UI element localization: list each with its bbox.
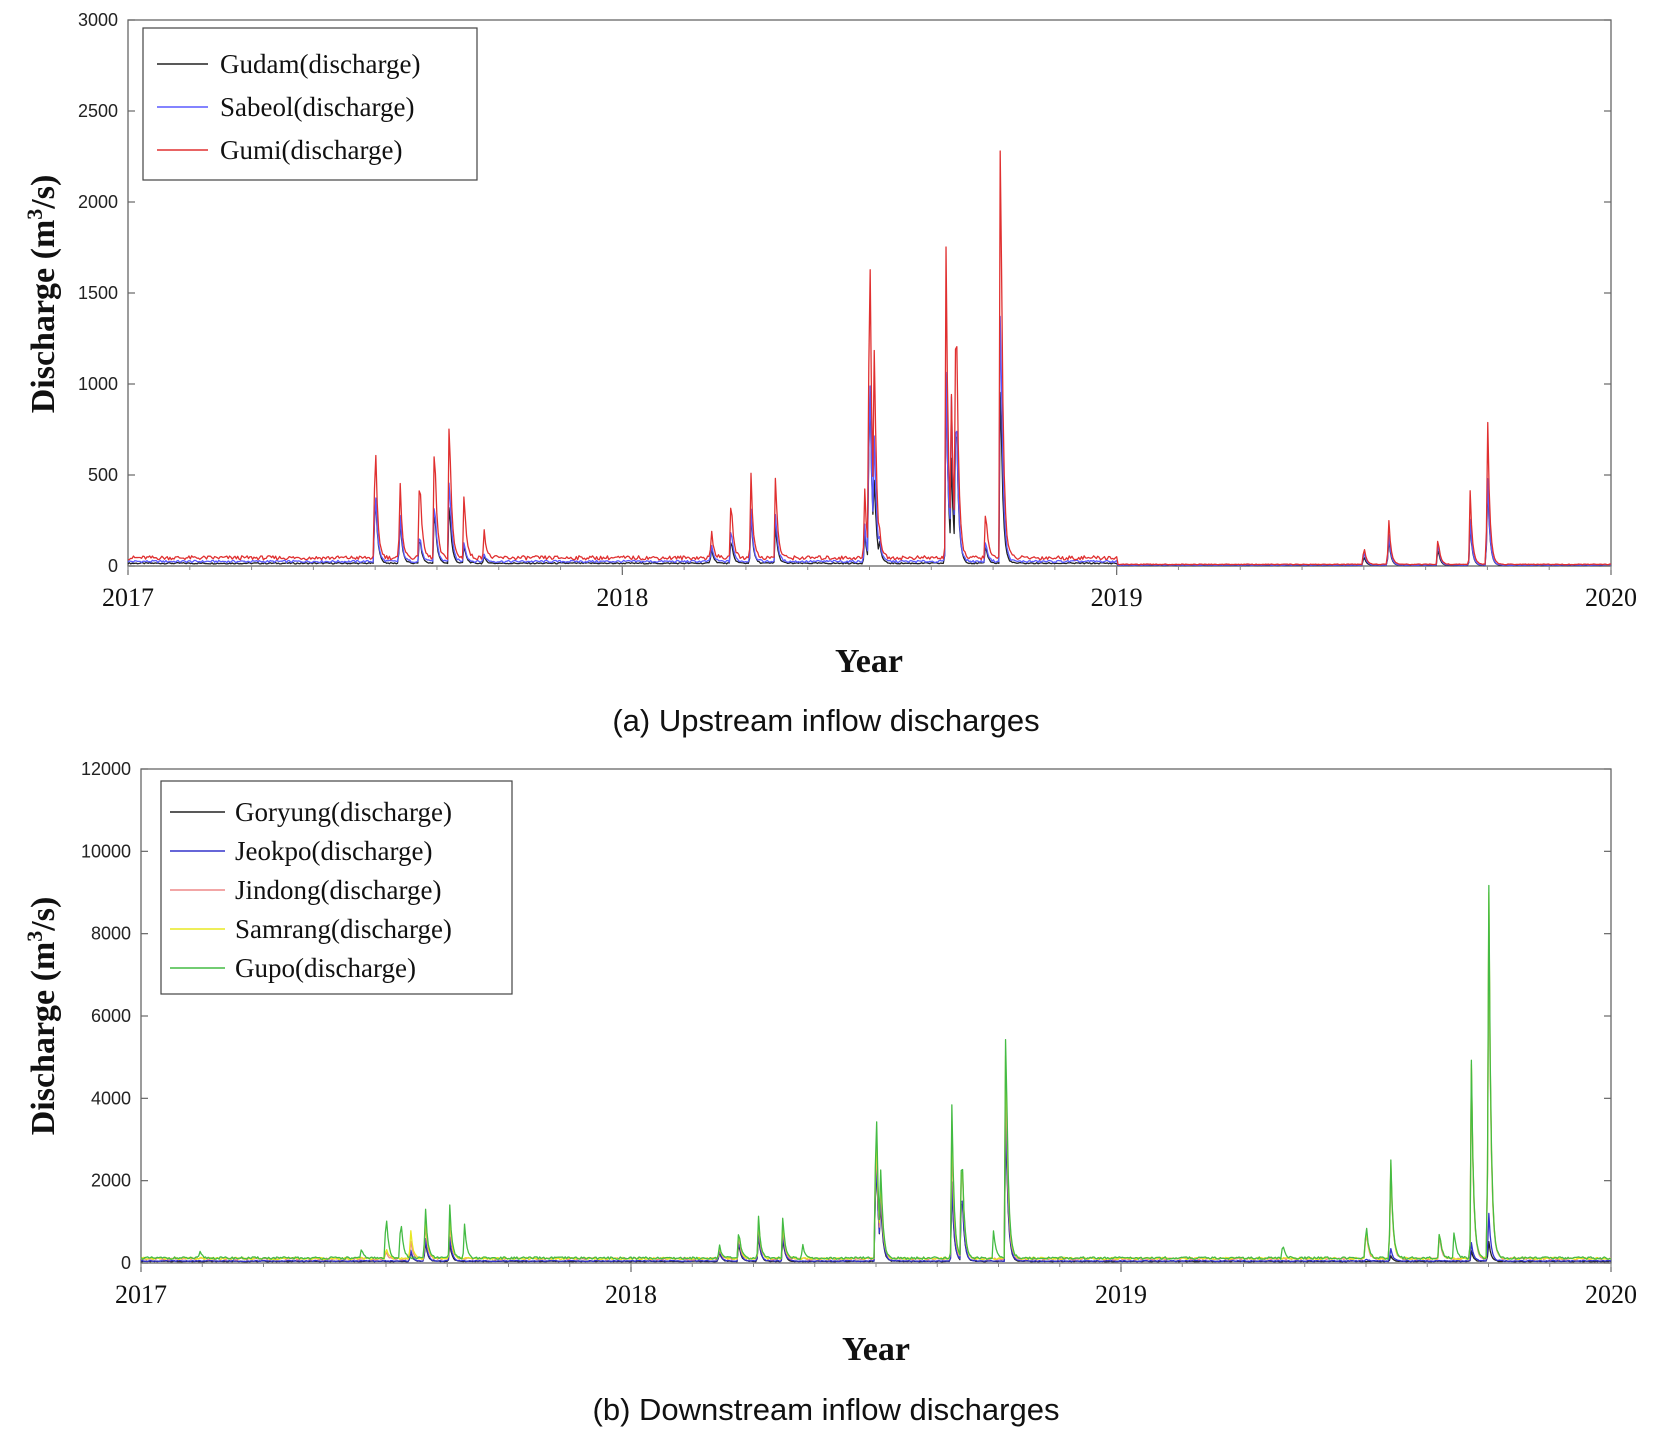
legend-label-gumi: Gumi(discharge) (220, 135, 402, 165)
y-tick-label-upstream: 2500 (78, 101, 118, 121)
series-line-gumi (127, 150, 1612, 566)
y-tick-label-upstream: 1500 (78, 283, 118, 303)
legend-label-goryung: Goryung(discharge) (235, 797, 452, 827)
x-tick-label-upstream: 2019 (1091, 583, 1143, 612)
x-tick-label-downstream: 2020 (1585, 1280, 1637, 1309)
x-tick-label-downstream: 2018 (605, 1280, 657, 1309)
chart-downstream: 0 2000 4000 6000 8000 10000 12000 2017 2018 2019 2… (22, 759, 1637, 1427)
y-axis-title-upstream: Discharge (m3/s) (22, 175, 62, 414)
legend-label-sabeol: Sabeol(discharge) (220, 92, 414, 122)
series-line-gupo (140, 884, 1612, 1260)
y-tick-label-upstream: 0 (108, 556, 118, 576)
legend-label-gudam: Gudam(discharge) (220, 49, 420, 79)
x-axis-title-downstream: Year (842, 1331, 910, 1368)
y-tick-label-downstream: 12000 (81, 759, 131, 779)
series-group-upstream (127, 150, 1612, 567)
y-axis-title-downstream: Discharge (m3/s) (22, 897, 62, 1136)
caption-downstream: (b) Downstream inflow discharges (593, 1392, 1060, 1427)
legend-label-jeokpo: Jeokpo(discharge) (235, 836, 432, 866)
legend-label-gupo: Gupo(discharge) (235, 953, 416, 983)
chart-upstream: 0 500 1000 1500 2000 2500 3000 2017 2018 2019 2020… (22, 10, 1637, 738)
x-tick-label-downstream: 2017 (115, 1280, 167, 1309)
axes-downstream: 0 2000 4000 6000 8000 10000 12000 2017 2018 2019 2… (81, 759, 1637, 1309)
y-tick-label-downstream: 8000 (91, 924, 131, 944)
series-group-downstream (140, 884, 1612, 1263)
caption-upstream: (a) Upstream inflow discharges (612, 703, 1039, 738)
y-tick-label-upstream: 1000 (78, 374, 118, 394)
y-tick-label-downstream: 6000 (91, 1006, 131, 1026)
legend-upstream: Gudam(discharge) Sabeol(discharge) Gumi(… (142, 27, 478, 181)
legend-downstream: Goryung(discharge) Jeokpo(discharge) Jin… (160, 780, 513, 995)
y-tick-label-downstream: 10000 (81, 841, 131, 861)
x-tick-label-upstream: 2017 (102, 583, 154, 612)
x-tick-label-downstream: 2019 (1095, 1280, 1147, 1309)
y-tick-label-upstream: 500 (88, 465, 118, 485)
y-tick-label-upstream: 2000 (78, 192, 118, 212)
axes-upstream: 0 500 1000 1500 2000 2500 3000 2017 2018 2019 2020 (78, 10, 1637, 612)
x-axis-title-upstream: Year (835, 643, 903, 680)
legend-label-samrang: Samrang(discharge) (235, 914, 452, 944)
legend-label-jindong: Jindong(discharge) (235, 875, 441, 905)
legend-box-downstream (160, 780, 513, 995)
y-tick-label-upstream: 3000 (78, 10, 118, 30)
y-tick-label-downstream: 0 (121, 1253, 131, 1273)
y-tick-label-downstream: 2000 (91, 1171, 131, 1191)
y-tick-label-downstream: 4000 (91, 1088, 131, 1108)
series-line-sabeol (127, 315, 1612, 566)
legend-box-upstream (142, 27, 478, 181)
x-tick-label-upstream: 2020 (1585, 583, 1637, 612)
x-tick-label-upstream: 2018 (596, 583, 648, 612)
